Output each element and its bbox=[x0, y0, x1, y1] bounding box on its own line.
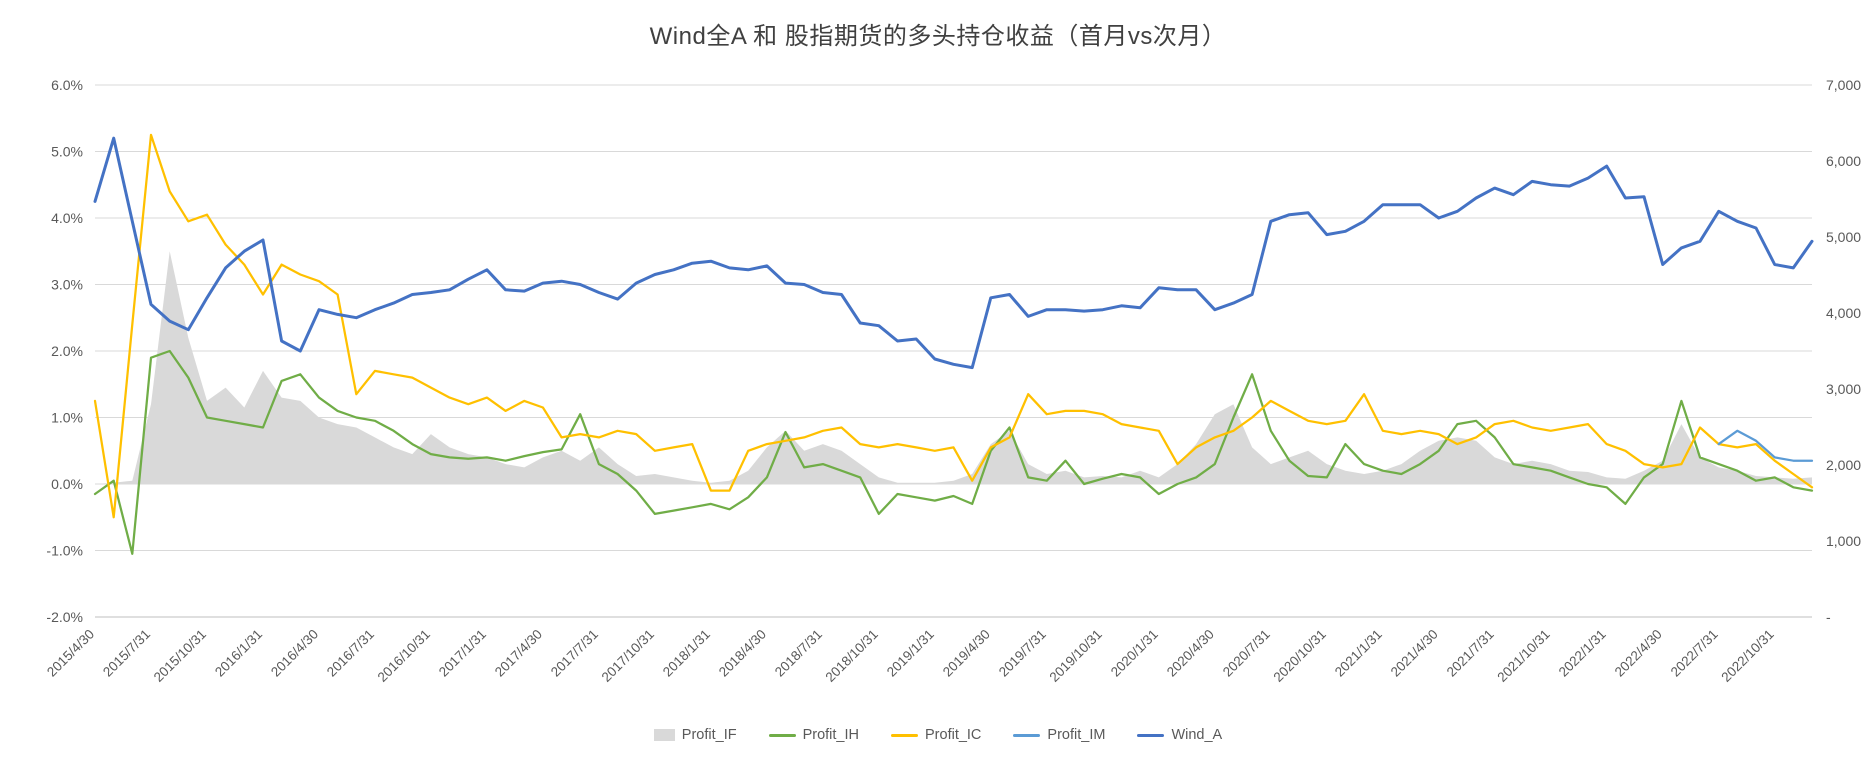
x-axis-tick: 2018/4/30 bbox=[716, 627, 769, 680]
x-axis-tick: 2015/4/30 bbox=[44, 627, 97, 680]
x-axis-tick: 2020/4/30 bbox=[1164, 627, 1217, 680]
legend-item-wind_a: Wind_A bbox=[1137, 727, 1222, 743]
legend-label-wind_a: Wind_A bbox=[1171, 727, 1223, 743]
legend-item-profit_ih: Profit_IH bbox=[768, 727, 859, 743]
legend: Profit_IF Profit_IH Profit_IC Profit_IM Wind… bbox=[653, 727, 1222, 743]
x-axis-tick: 2020/10/31 bbox=[1271, 627, 1329, 685]
legend-label-profit_im: Profit_IM bbox=[1047, 727, 1106, 743]
right-axis-tick: 1,000 bbox=[1826, 533, 1861, 549]
x-axis-tick: 2021/7/31 bbox=[1444, 627, 1497, 680]
left-axis-tick: 3.0% bbox=[51, 277, 83, 293]
left-axis-tick: -2.0% bbox=[46, 609, 83, 625]
series-line-wind_a bbox=[93, 136, 1814, 370]
x-axis-tick: 2020/1/31 bbox=[1108, 627, 1161, 680]
legend-item-profit_ic: Profit_IC bbox=[891, 727, 981, 743]
legend-label-profit_ic: Profit_IC bbox=[925, 727, 982, 743]
x-axis-tick: 2019/4/30 bbox=[940, 627, 993, 680]
legend-item-profit_if: Profit_IF bbox=[653, 727, 737, 743]
legend-marker-profit_im bbox=[1013, 733, 1041, 737]
x-axis-tick: 2016/4/30 bbox=[268, 627, 321, 680]
legend-marker-profit_ic bbox=[891, 733, 918, 737]
right-axis-tick: 7,000 bbox=[1826, 77, 1861, 93]
left-axis-tick: 6.0% bbox=[51, 77, 83, 93]
x-axis-tick: 2017/1/31 bbox=[436, 627, 489, 680]
x-axis-tick: 2017/7/31 bbox=[548, 627, 601, 680]
legend-label-profit_if: Profit_IF bbox=[681, 727, 737, 743]
x-axis-tick: 2018/1/31 bbox=[660, 627, 713, 680]
series-line-profit_ic bbox=[93, 133, 1814, 519]
chart-title: Wind全A 和 股指期货的多头持仓收益（首月vs次月） bbox=[649, 23, 1227, 50]
left-axis-tick: 4.0% bbox=[51, 210, 83, 226]
left-axis-tick: 1.0% bbox=[51, 410, 83, 426]
x-axis-tick: 2016/7/31 bbox=[324, 627, 377, 680]
right-axis-tick: 5,000 bbox=[1826, 229, 1861, 245]
right-axis-tick: 2,000 bbox=[1826, 457, 1861, 473]
x-axis-tick: 2018/7/31 bbox=[772, 627, 825, 680]
x-axis-tick: 2022/7/31 bbox=[1668, 627, 1721, 680]
x-axis-tick: 2016/1/31 bbox=[212, 627, 265, 680]
x-axis-tick: 2019/10/31 bbox=[1047, 627, 1105, 685]
right-axis-tick: 3,000 bbox=[1826, 381, 1861, 397]
legend-label-profit_ih: Profit_IH bbox=[802, 727, 859, 743]
legend-marker-profit_if bbox=[653, 729, 675, 741]
right-axis-tick: 6,000 bbox=[1826, 153, 1861, 169]
plot-area: 6.0% 5.0% 4.0% 3.0% 2.0% 1.0% 0.0% -1.0% -2.0% 7,… bbox=[44, 77, 1861, 685]
right-axis-tick: 4,000 bbox=[1826, 305, 1861, 321]
x-axis-tick: 2022/1/31 bbox=[1556, 627, 1609, 680]
x-axis-tick: 2015/10/31 bbox=[151, 627, 209, 685]
left-axis-tick: 2.0% bbox=[51, 343, 83, 359]
x-axis-tick: 2020/7/31 bbox=[1220, 627, 1273, 680]
right-axis-tick: - bbox=[1826, 609, 1831, 625]
legend-marker-profit_ih bbox=[768, 733, 796, 737]
x-axis-tick: 2018/10/31 bbox=[823, 627, 881, 685]
legend-marker-wind_a bbox=[1137, 733, 1165, 737]
series-line-profit_im bbox=[1717, 429, 1814, 462]
legend-item-profit_im: Profit_IM bbox=[1013, 727, 1105, 743]
left-axis-tick: -1.0% bbox=[46, 543, 83, 559]
x-axis-tick: 2021/4/30 bbox=[1388, 627, 1441, 680]
left-axis-tick: 5.0% bbox=[51, 144, 83, 160]
series-line-profit_ih bbox=[93, 349, 1814, 555]
x-axis-tick: 2021/1/31 bbox=[1332, 627, 1385, 680]
x-axis-tick: 2017/4/30 bbox=[492, 627, 545, 680]
series-area-profit_if bbox=[95, 251, 1812, 484]
x-axis-tick: 2019/7/31 bbox=[996, 627, 1049, 680]
x-axis-tick: 2017/10/31 bbox=[599, 627, 657, 685]
x-axis-tick: 2022/4/30 bbox=[1612, 627, 1665, 680]
x-axis-tick: 2021/10/31 bbox=[1494, 627, 1552, 685]
left-axis-tick: 0.0% bbox=[51, 476, 83, 492]
x-axis-tick: 2016/10/31 bbox=[375, 627, 433, 685]
x-axis-tick: 2015/7/31 bbox=[100, 627, 153, 680]
x-axis-tick: 2019/1/31 bbox=[884, 627, 937, 680]
x-axis-tick: 2022/10/31 bbox=[1718, 627, 1776, 685]
